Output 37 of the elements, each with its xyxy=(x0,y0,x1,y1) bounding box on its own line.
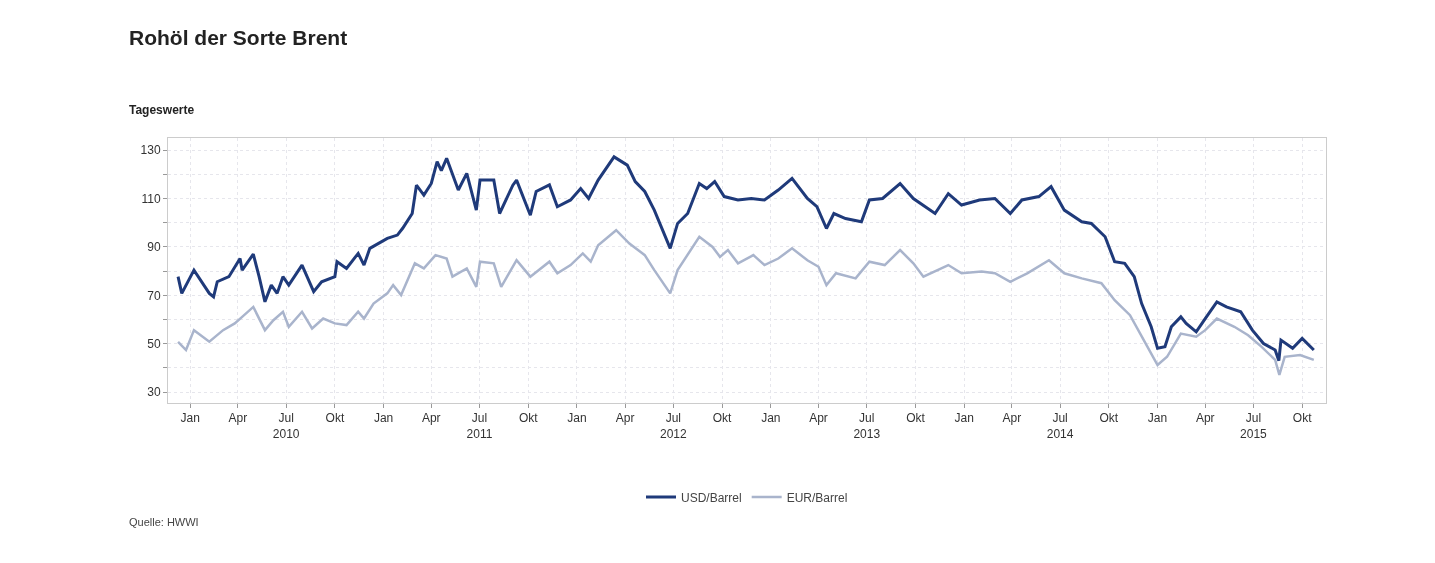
x-tick-label: Jul 2014 xyxy=(1046,411,1074,441)
x-tick-label: Okt xyxy=(1292,411,1313,426)
x-tick-label: Jul 2012 xyxy=(660,411,688,441)
x-tick-label: Jan xyxy=(1147,411,1168,426)
x-tick-label: Apr xyxy=(1195,411,1215,426)
x-tick-label: Okt xyxy=(712,411,733,426)
x-tick-label: Apr xyxy=(1002,411,1022,426)
legend-label: USD/Barrel xyxy=(681,490,742,505)
y-tick-label: 130 xyxy=(140,143,161,158)
x-tick-label: Jul 2013 xyxy=(853,411,881,441)
y-tick-label: 50 xyxy=(147,336,161,351)
y-tick-label: 30 xyxy=(147,385,161,400)
x-tick-label: Jul 2011 xyxy=(466,411,493,441)
x-tick-label: Okt xyxy=(906,411,926,426)
y-tick-label: 110 xyxy=(141,191,161,206)
x-tick-label: Jan xyxy=(761,411,781,426)
line-series xyxy=(176,155,1316,363)
x-tick-label: Apr xyxy=(421,411,441,426)
x-tick-label: Apr xyxy=(809,411,828,426)
line-series xyxy=(176,228,1316,377)
x-tick-label: Jul 2015 xyxy=(1240,411,1268,441)
x-tick-label: Jan xyxy=(180,411,200,426)
x-tick-label: Apr xyxy=(228,411,248,426)
y-tick-label: 70 xyxy=(147,288,161,303)
y-tick-label: 90 xyxy=(147,240,161,255)
x-tick-label: Apr xyxy=(615,411,635,426)
legend-label: EUR/Barrel xyxy=(786,490,848,505)
x-tick-label: Okt xyxy=(518,411,539,426)
x-tick-label: Jan xyxy=(567,411,587,426)
x-tick-label: Okt xyxy=(1099,411,1119,426)
x-tick-label: Jan xyxy=(954,411,974,426)
x-tick-label: Jul 2010 xyxy=(272,411,300,441)
chart-subtitle: Tageswerte xyxy=(129,103,195,117)
source-note: Quelle: HWWI xyxy=(129,516,199,528)
x-tick-label: Okt xyxy=(325,411,345,426)
chart-title: Rohöl der Sorte Brent xyxy=(129,26,348,49)
x-tick-label: Jan xyxy=(373,411,394,426)
